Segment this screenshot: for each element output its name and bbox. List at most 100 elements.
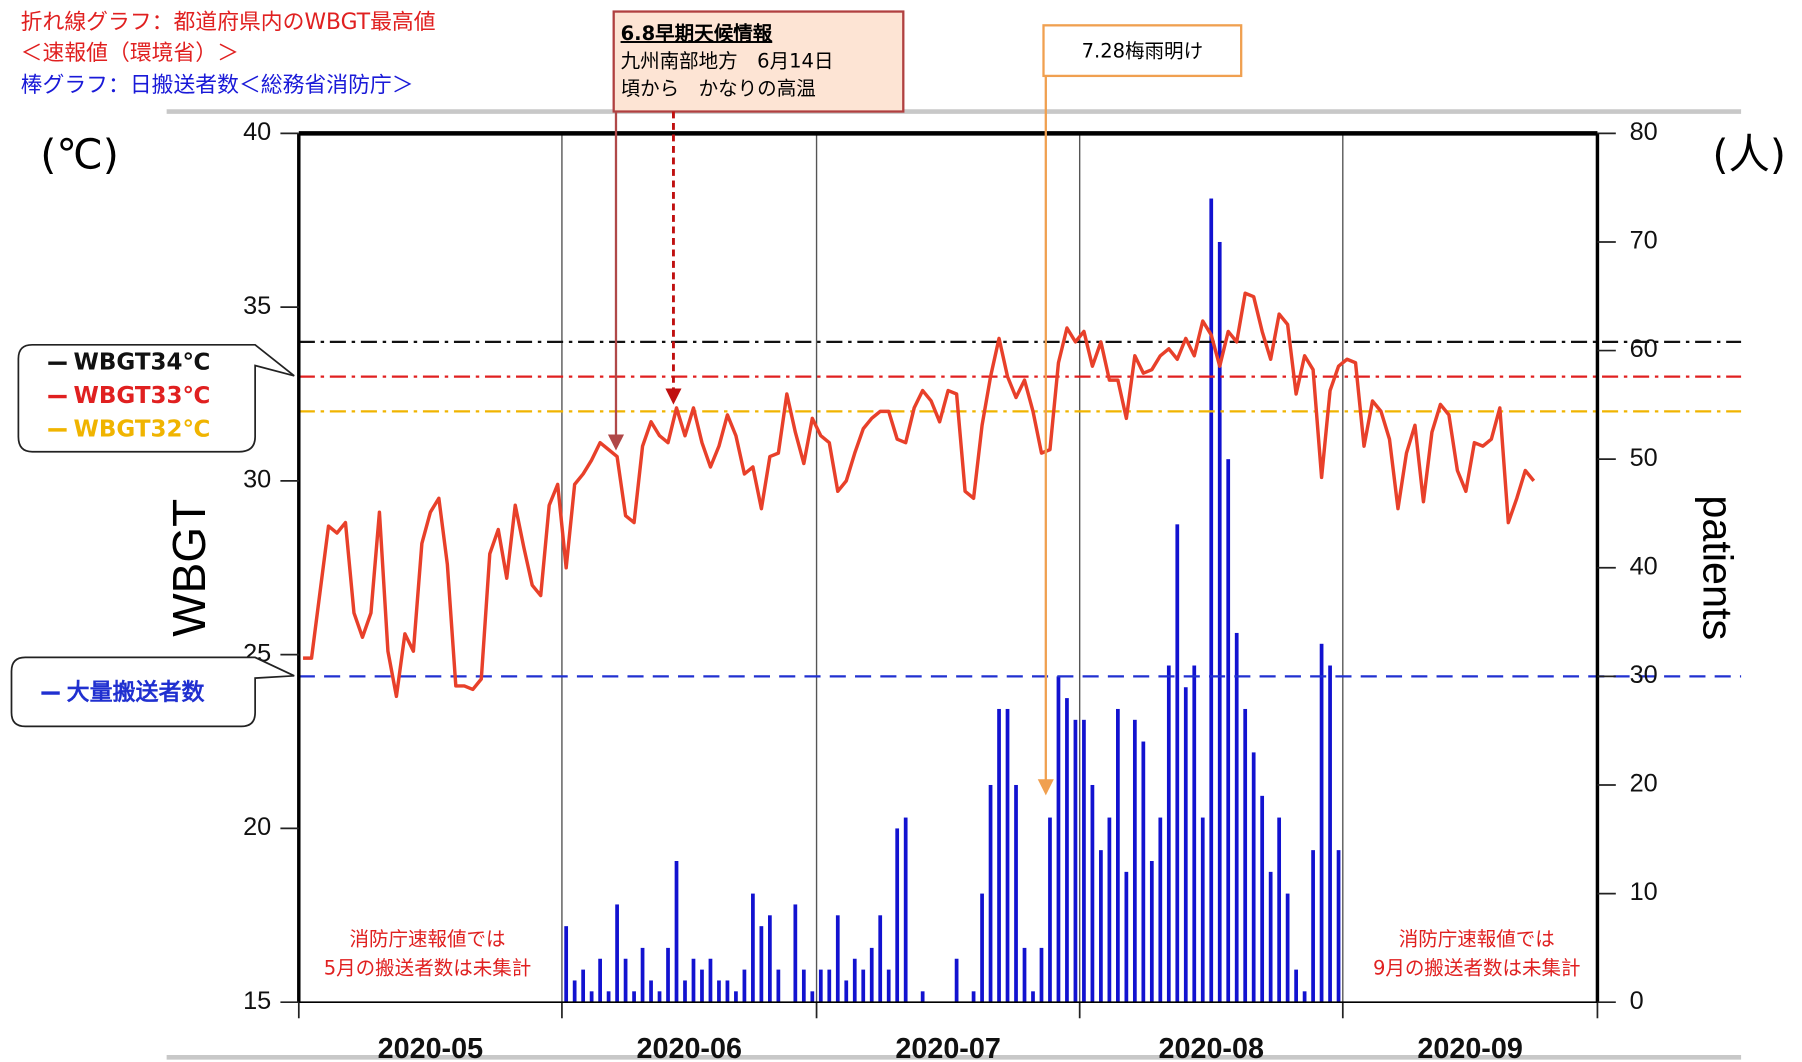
bar: [988, 784, 993, 1003]
legend-label: WBGT32℃: [74, 416, 211, 442]
y-tick-label: 20: [243, 813, 271, 841]
bar: [1048, 817, 1052, 1003]
y2-tick-label: 80: [1630, 118, 1658, 146]
bar: [1107, 817, 1112, 1003]
bar: [1217, 241, 1222, 1003]
bar: [1209, 198, 1214, 1003]
bar: [691, 958, 696, 1003]
y2-axis-label: patients: [1695, 495, 1741, 640]
bar: [793, 904, 798, 1003]
bar: [751, 893, 755, 1003]
bar: [615, 904, 619, 1003]
bar: [657, 991, 662, 1003]
bar: [886, 969, 891, 1003]
bar: [954, 958, 959, 1003]
bar: [971, 991, 976, 1003]
y-tick-label: 30: [243, 466, 271, 494]
bar: [768, 915, 772, 1003]
bar: [564, 926, 569, 1003]
header-line: 棒グラフ：日搬送者数＜総務省消防庁＞: [21, 73, 414, 98]
arrow-head: [1037, 779, 1054, 796]
y2-tick-label: 70: [1630, 227, 1658, 255]
bar: [1285, 893, 1290, 1003]
bar: [827, 969, 832, 1003]
bar: [1234, 632, 1239, 1003]
bar: [725, 980, 730, 1003]
bar: [1183, 687, 1188, 1003]
note: 5月の搬送者数は未集計: [324, 956, 532, 979]
bar: [844, 980, 849, 1003]
arrow-head: [607, 434, 625, 451]
bar: [1031, 991, 1035, 1003]
bar: [674, 861, 679, 1003]
bar: [1294, 969, 1298, 1003]
bar: [1065, 698, 1069, 1003]
bar: [1166, 665, 1171, 1003]
y2-unit: (人): [1712, 130, 1786, 178]
bar: [997, 708, 1001, 1003]
bar: [1158, 817, 1163, 1003]
bar: [572, 980, 577, 1003]
bar: [598, 958, 602, 1003]
bar: [1149, 861, 1154, 1003]
bar: [742, 969, 747, 1003]
annotation-text: 九州南部地方 6月14日: [621, 50, 834, 73]
y2-tick-label: 60: [1630, 335, 1658, 363]
legend-label: WBGT34℃: [74, 350, 211, 376]
bar: [640, 947, 645, 1003]
bar: [708, 958, 713, 1003]
bar: [861, 969, 866, 1003]
y2-tick-label: 10: [1630, 878, 1658, 906]
bar: [1141, 741, 1146, 1003]
bar: [1116, 708, 1120, 1003]
bar: [1268, 871, 1273, 1003]
note: 消防庁速報値では: [349, 928, 505, 951]
bar: [1014, 784, 1018, 1003]
header-line: ＜速報値（環境省）＞: [21, 41, 239, 66]
x-tick-label: 2020-08: [1159, 1033, 1264, 1062]
note: 消防庁速報値では: [1399, 928, 1555, 951]
bar: [1277, 817, 1282, 1003]
y2-tick-label: 20: [1630, 770, 1658, 798]
x-tick-label: 2020-09: [1417, 1033, 1522, 1062]
legend: WBGT34℃ WBGT33℃ WBGT32℃ 大量搬送者数: [41, 350, 210, 706]
x-tick-label: 2020-07: [895, 1033, 1000, 1062]
bar: [666, 947, 670, 1003]
bar: [1090, 784, 1095, 1003]
bar: [1124, 871, 1129, 1003]
annotation-text: 頃から かなりの高温: [621, 77, 816, 100]
bar: [632, 991, 636, 1003]
annotation-box: [1042, 24, 1243, 78]
bar: [1175, 524, 1180, 1003]
header-line: 折れ線グラフ：都道府県内のWBGT最高値: [21, 10, 436, 35]
bar: [734, 991, 738, 1003]
bar: [1132, 719, 1137, 1003]
legend-label: 大量搬送者数: [67, 679, 206, 706]
bar: [869, 947, 874, 1003]
legend-box: [17, 343, 295, 453]
bar: [980, 893, 984, 1003]
bar: [717, 980, 721, 1003]
plot: 2020-05 2020-06 2020-07 2020-08 2020-09 15 20 2…: [243, 118, 1742, 1062]
y2-tick-label: 50: [1630, 444, 1658, 472]
bar: [1336, 850, 1341, 1003]
x-tick-label: 2020-05: [378, 1033, 483, 1062]
bar: [1319, 643, 1324, 1003]
bar: [878, 915, 883, 1003]
annotation-box: [612, 10, 905, 113]
bar: [920, 991, 925, 1003]
bar: [606, 991, 611, 1003]
bar: [1260, 795, 1265, 1003]
note: 9月の搬送者数は未集計: [1373, 956, 1581, 979]
bar: [852, 958, 857, 1003]
y2-tick-label: 0: [1630, 987, 1644, 1015]
bar: [1073, 719, 1078, 1003]
bar: [801, 969, 806, 1003]
bar: [581, 969, 586, 1003]
y-axis-label: WBGT: [163, 499, 215, 637]
bar: [1005, 708, 1010, 1003]
line: [303, 291, 1536, 699]
bar: [1243, 708, 1248, 1003]
bar: [1099, 850, 1103, 1003]
